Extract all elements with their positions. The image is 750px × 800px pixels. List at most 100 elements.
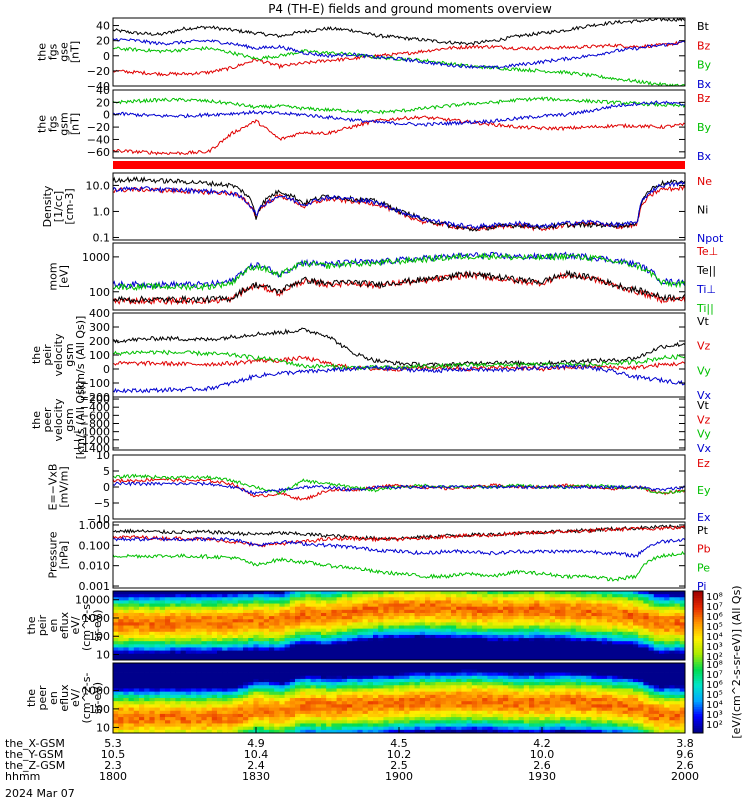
ylabel-peir_spec-2: en [47,619,60,633]
colorbar-tick-1: 10⁷ [706,602,723,613]
series-efield-0 [113,477,685,501]
ytick-label-efield-4: −10 [87,513,110,526]
series-efield-2 [113,481,685,496]
legend-efield-0: Ez [697,457,710,470]
ylabel-fgs_gse-0: the [36,43,49,61]
xrow-value-1-4: 9.6 [676,748,694,761]
xrow-value-2-1: 2.4 [247,759,265,772]
series-pressure-1 [113,525,685,548]
xrow-value-3-3: 1930 [528,770,556,783]
ylabel-peir_spec-0: the [25,616,38,634]
ylabel-pressure-1: [nPa] [58,541,71,569]
ylabel-peir_velocity-2: velocity [52,333,65,376]
legend-pressure-2: Pe [697,561,710,574]
panel-pressure: 1.000 0.100 0.010 0.001 Pt Pb Pe Pi Pressure[nPa… [47,519,711,593]
ytick-label-fgs_gse-1: 20 [96,35,110,48]
xrow-value-3-4: 2000 [671,770,699,783]
ytick-label-peer_velocity-6: −1400 [73,442,110,455]
colorbar-tick-5: 10³ [706,642,723,653]
ytick-label-peer_spec-0: 1000 [82,684,110,697]
ytick-label-peir_spec-0: 10000 [75,594,110,607]
frame-peir_spec [112,590,686,661]
ylabel-peir_spec-1: peir [36,614,49,636]
ylabel-fgs_gsm-0: the [36,115,49,133]
ylabel-pressure-0: Pressure [47,531,60,578]
colorbar-tick-6: 10² [706,652,723,663]
panel-peer_velocity: −200−400−600−800−1000−1200−1400VtVzVyVxt… [30,381,712,460]
xrow-value-3-0: 1800 [99,770,127,783]
legend-fgs_gse-0: Bt [697,20,710,33]
colorbar-tick-0: 10⁸ [706,592,723,603]
series-fgs_gse-0 [113,18,685,46]
series-fgs_gsm-0 [113,115,685,156]
ylabel-peir_velocity-3: gsm [63,343,76,366]
legend-peir_velocity-0: Vt [697,315,710,328]
xrow-value-0-3: 4.2 [533,737,551,750]
legend-fgs_gsm-1: By [697,121,712,134]
ytick-label-peir_spec-2: 100 [89,630,110,643]
xrow-value-2-4: 2.6 [676,759,694,772]
legend-density-0: Ne [697,175,712,188]
ylabel-peir_spec-3: eflux [58,611,71,639]
ylabel-density-0: Density [41,185,54,227]
ytick-label-pressure-3: 0.001 [79,580,111,593]
legend-temperature-1: Te|| [696,264,716,277]
ytick-label-pressure-2: 0.010 [79,560,111,573]
series-pressure-2 [113,550,685,582]
series-temperature-3 [113,251,685,292]
frame-fgs_gse [112,17,686,87]
ylabel-peir_spec-6: sr-eV) [91,609,104,641]
ytick-label-efield-2: 0 [103,481,110,494]
ytick-label-peir_spec-1: 1000 [82,612,110,625]
xrow-value-2-2: 2.5 [390,759,408,772]
colorbar-label: [eV/(cm^2-s-sr-eV)] (All Qs) [730,585,743,738]
ytick-label-pressure-0: 1.000 [79,519,111,532]
panel-peir_spec: 10000 1000 100 10 thepeirenefluxeV/(cm^2-s-s… [25,590,686,662]
series-peir_velocity-0 [113,327,685,368]
colorbar-frame [692,590,704,734]
ylabel-peir_spec-4: eV/ [69,616,82,634]
ytick-label-peir_spec-3: 10 [96,649,110,662]
frame-peir_velocity [112,312,686,398]
ylabel-peer_spec-1: peer [36,685,49,711]
panel-efield: 10 5 0 −5 −10 Ez Ey Ex E=−VxB[mV/m] [47,449,711,526]
legend-peir_velocity-3: Vx [697,389,712,402]
ytick-label-density-1: 1.0 [93,205,111,218]
legend-temperature-3: Ti|| [696,302,714,315]
ylabel-fgs_gse-1: fgs [47,43,60,60]
legend-peer_velocity-0: Vt [697,399,710,412]
status-bar [113,161,685,169]
colorbar-tick2-2: 10⁶ [706,680,723,691]
colorbar-tick2-3: 10⁵ [706,690,723,701]
xrow-value-2-3: 2.6 [533,759,551,772]
ylabel-peir_velocity-0: the [30,346,43,364]
ytick-label-peer_velocity-0: −200 [80,393,110,406]
ytick-label-peir_velocity-0: 400 [89,307,110,320]
legend-temperature-2: Ti⊥ [696,283,716,296]
plot-title: P4 (TH-E) fields and ground moments over… [268,2,552,16]
ylabel-peer_spec-5: (cm^2-s- [80,673,93,724]
legend-fgs_gse-1: Bz [697,39,711,52]
xrow-value-2-0: 2.3 [104,759,122,772]
ytick-label-peer_velocity-1: −400 [80,401,110,414]
ytick-label-density-2: 0.1 [93,231,111,244]
ylabel-fgs_gse-3: [nT] [69,41,82,63]
xrow-label-0: the_X-GSM [5,737,65,750]
ytick-label-density-0: 10.0 [86,179,111,192]
xrow-label-1: the_Y-GSM [5,748,63,761]
ylabel-fgs_gsm-1: fgs [47,115,60,132]
ylabel-density-1: [1/cc] [52,191,65,222]
legend-efield-1: Ey [697,484,711,497]
ytick-label-fgs_gse-3: −20 [87,65,110,78]
legend-fgs_gse-2: By [697,59,712,72]
series-fgs_gse-2 [113,45,685,86]
ylabel-fgs_gsm-3: [nT] [69,113,82,135]
legend-fgs_gse-3: Bx [697,78,712,91]
ytick-label-fgs_gse-2: 0 [103,50,110,63]
ytick-label-peer_velocity-5: −1200 [73,434,110,447]
colorbar-tick2-1: 10⁷ [706,670,723,681]
ylabel-peir_velocity-4: [km/s (All Qs)] [74,316,87,395]
